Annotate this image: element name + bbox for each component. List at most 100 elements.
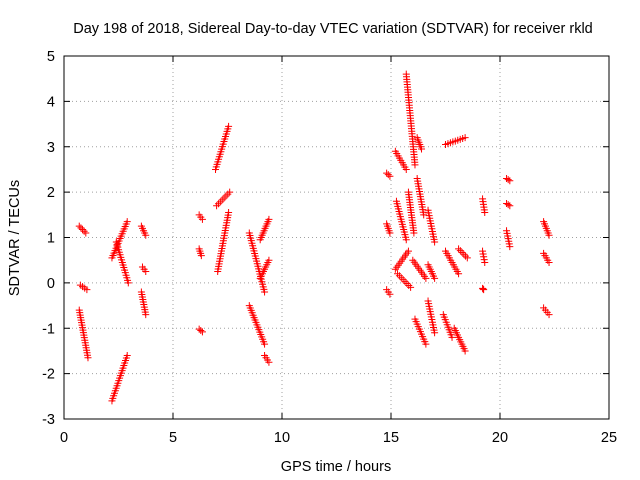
data-point — [395, 272, 403, 280]
data-point — [479, 285, 487, 293]
data-point — [479, 250, 487, 258]
y-tick-label: 4 — [47, 94, 55, 110]
data-point — [216, 198, 224, 206]
data-points — [75, 70, 553, 405]
data-point — [461, 134, 469, 142]
data-point — [142, 268, 150, 276]
data-point — [84, 354, 92, 362]
data-point — [225, 122, 233, 130]
x-tick-labels: 0 5 10 15 20 25 — [60, 430, 617, 446]
data-point — [422, 340, 430, 348]
data-point — [402, 165, 410, 173]
data-point — [431, 238, 439, 246]
data-point — [75, 222, 83, 230]
data-point — [224, 190, 232, 198]
x-tick-label: 10 — [274, 430, 290, 446]
data-point — [226, 188, 234, 196]
y-tick-label: 5 — [47, 49, 55, 65]
x-tick-label: 25 — [601, 430, 617, 446]
data-point — [401, 278, 409, 286]
data-point — [123, 351, 131, 359]
data-point — [480, 286, 488, 294]
data-point — [386, 229, 394, 237]
data-point — [197, 327, 205, 335]
data-point — [403, 280, 411, 288]
x-tick-label: 20 — [492, 430, 508, 446]
y-tick-label: 2 — [47, 185, 55, 201]
data-point — [420, 211, 428, 219]
data-point — [458, 248, 466, 256]
data-point — [404, 247, 412, 255]
data-point — [504, 201, 512, 209]
data-point — [197, 252, 205, 260]
data-point — [222, 192, 230, 200]
y-tick-label: -1 — [42, 321, 55, 337]
data-point — [506, 177, 514, 185]
data-point — [545, 231, 553, 239]
data-point — [405, 281, 413, 289]
data-point — [198, 328, 206, 336]
data-point — [481, 209, 489, 217]
data-point — [463, 254, 471, 262]
data-point — [265, 358, 273, 366]
data-point — [480, 256, 488, 264]
data-point — [80, 227, 88, 235]
data-point — [402, 236, 410, 244]
y-axis-label: SDTVAR / TECUs — [7, 180, 23, 296]
y-tick-label: -2 — [42, 367, 55, 383]
data-point — [124, 279, 132, 287]
data-point — [455, 270, 463, 278]
data-point — [142, 231, 150, 239]
data-point — [77, 224, 85, 232]
y-tick-label: 3 — [47, 140, 55, 156]
data-point — [479, 247, 487, 255]
data-point — [384, 171, 392, 179]
data-point — [422, 274, 430, 282]
data-point — [480, 253, 488, 261]
data-point — [214, 200, 222, 208]
y-tick-label: 1 — [47, 231, 55, 247]
data-point — [386, 290, 394, 298]
data-point — [448, 333, 456, 341]
data-point — [79, 226, 87, 234]
y-tick-label: -3 — [42, 412, 55, 428]
data-point — [418, 145, 426, 153]
data-point — [461, 347, 469, 355]
data-point — [462, 252, 470, 260]
data-point — [431, 274, 439, 282]
data-point — [265, 256, 273, 264]
data-point — [407, 283, 415, 291]
data-point — [397, 274, 405, 282]
data-point — [431, 329, 439, 337]
chart-title: Day 198 of 2018, Sidereal Day-to-day VTE… — [73, 21, 593, 37]
data-point — [410, 229, 418, 237]
data-point — [198, 215, 206, 223]
data-point — [261, 288, 269, 296]
data-point — [142, 311, 150, 319]
grid-lines — [64, 56, 609, 419]
data-point — [411, 161, 419, 169]
data-point — [218, 196, 226, 204]
y-tick-labels: -3 -2 -1 0 1 2 3 4 5 — [42, 49, 55, 428]
x-tick-label: 15 — [383, 430, 399, 446]
data-point — [545, 258, 553, 266]
data-point — [82, 229, 90, 237]
data-point — [506, 202, 514, 210]
data-point — [123, 218, 131, 226]
data-point — [225, 209, 233, 217]
x-tick-label: 0 — [60, 430, 68, 446]
data-point — [479, 284, 487, 292]
data-point — [455, 245, 463, 253]
data-point — [545, 311, 553, 319]
data-point — [83, 286, 91, 294]
data-point — [506, 243, 514, 251]
data-point — [383, 169, 391, 177]
data-point — [220, 194, 228, 202]
axis-ticks — [63, 55, 610, 420]
x-axis-label: GPS time / hours — [281, 459, 391, 475]
data-point — [265, 215, 273, 223]
data-point — [456, 247, 464, 255]
data-point — [504, 176, 512, 184]
data-point — [481, 258, 489, 266]
